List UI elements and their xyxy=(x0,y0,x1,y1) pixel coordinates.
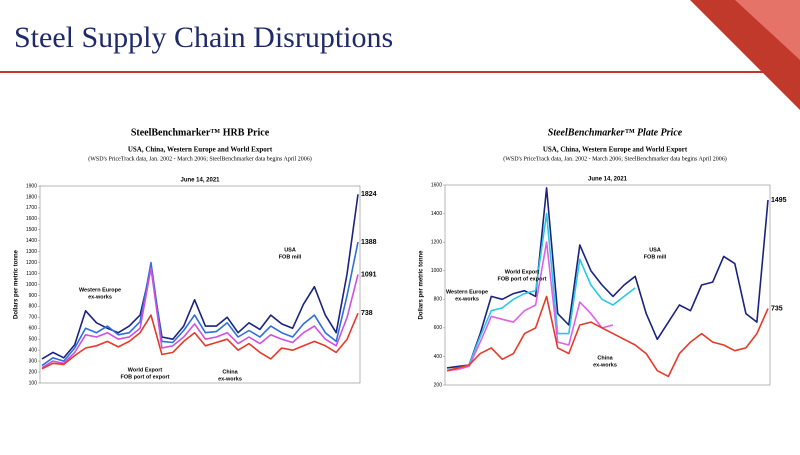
y-axis-label: Dollars per metric tonne xyxy=(14,249,20,319)
corner-decoration xyxy=(735,0,800,60)
end-value-label: 1824 xyxy=(361,191,377,198)
end-value-label: 738 xyxy=(361,310,373,317)
y-tick-label: 1100 xyxy=(26,271,37,277)
y-tick-label: 900 xyxy=(29,293,38,299)
y-tick-label: 1200 xyxy=(431,239,442,245)
y-tick-label: 800 xyxy=(29,304,38,310)
series-line xyxy=(446,187,769,369)
chart-subtitle: USA, China, Western Europe and World Exp… xyxy=(128,146,273,154)
y-tick-label: 1600 xyxy=(431,182,442,188)
series-line xyxy=(41,312,359,370)
series-line xyxy=(41,241,359,367)
y-tick-label: 200 xyxy=(29,369,38,375)
y-tick-label: 1700 xyxy=(26,205,37,211)
y-tick-label: 100 xyxy=(29,380,38,386)
y-tick-label: 300 xyxy=(29,358,38,364)
y-tick-label: 1200 xyxy=(26,260,37,266)
series-line xyxy=(41,267,359,369)
plot-frame xyxy=(39,185,361,384)
annotation: ex-works xyxy=(593,362,617,368)
date-label: June 14, 2021 xyxy=(588,177,628,183)
y-tick-label: 600 xyxy=(29,326,38,332)
chart-title: SteelBenchmarker™ HRB Price xyxy=(131,127,270,138)
series-line xyxy=(41,194,359,360)
chart: SteelBenchmarker™ Plate Price USA, China,… xyxy=(419,127,787,388)
y-tick-label: 1000 xyxy=(26,282,37,288)
y-tick-label: 1000 xyxy=(431,268,442,274)
annotation: ex-works xyxy=(455,296,479,302)
y-tick-label: 1300 xyxy=(26,249,37,255)
series-line xyxy=(446,295,769,378)
annotation: ex-works xyxy=(88,294,112,300)
date-label: June 14, 2021 xyxy=(180,178,220,184)
chart-subtitle: USA, China, Western Europe and World Exp… xyxy=(543,146,688,154)
y-tick-label: 200 xyxy=(434,382,443,388)
annotation: FOB mill xyxy=(644,254,667,260)
y-axis-label: Dollars per metric tonne xyxy=(419,250,425,320)
annotation: China xyxy=(597,355,613,361)
chart-note: (WSD's PriceTrack data, Jan. 2002 - Marc… xyxy=(88,155,311,162)
y-tick-label: 700 xyxy=(29,315,38,321)
end-value-label: 1388 xyxy=(361,239,377,246)
chart-note: (WSD's PriceTrack data, Jan. 2002 - Marc… xyxy=(503,155,726,162)
y-tick-label: 400 xyxy=(434,354,443,360)
slide-title: Steel Supply Chain Disruptions xyxy=(14,21,393,54)
end-value-label: 1495 xyxy=(771,197,787,204)
annotation: FOB port of export xyxy=(121,374,170,380)
annotation: ex-works xyxy=(218,376,242,382)
annotation: Western Europe xyxy=(79,287,121,293)
y-tick-label: 1500 xyxy=(26,227,37,233)
annotation: China xyxy=(222,369,238,375)
chart-title: SteelBenchmarker™ Plate Price xyxy=(548,127,683,138)
y-tick-label: 1900 xyxy=(26,183,37,189)
y-tick-label: 500 xyxy=(29,337,38,343)
chart: SteelBenchmarker™ HRB Price USA, China, W… xyxy=(14,127,377,386)
annotation: World Export xyxy=(128,367,163,373)
y-tick-label: 1400 xyxy=(431,211,442,217)
annotation: USA xyxy=(284,247,296,253)
annotation: World Export xyxy=(505,269,540,275)
end-value-label: 735 xyxy=(771,305,783,312)
series-line xyxy=(446,212,636,372)
y-tick-label: 1600 xyxy=(26,216,37,222)
y-tick-label: 600 xyxy=(434,325,443,331)
end-value-label: 1091 xyxy=(361,271,377,278)
annotation: FOB mill xyxy=(279,254,302,260)
annotation: USA xyxy=(649,247,661,253)
annotation: FOB port of export xyxy=(498,276,547,282)
plot-frame xyxy=(444,184,771,386)
series-line xyxy=(446,241,614,372)
y-tick-label: 800 xyxy=(434,297,443,303)
y-tick-label: 400 xyxy=(29,347,38,353)
y-tick-label: 1800 xyxy=(26,194,37,200)
annotation: Western Europe xyxy=(446,289,488,295)
y-tick-label: 1400 xyxy=(26,238,37,244)
